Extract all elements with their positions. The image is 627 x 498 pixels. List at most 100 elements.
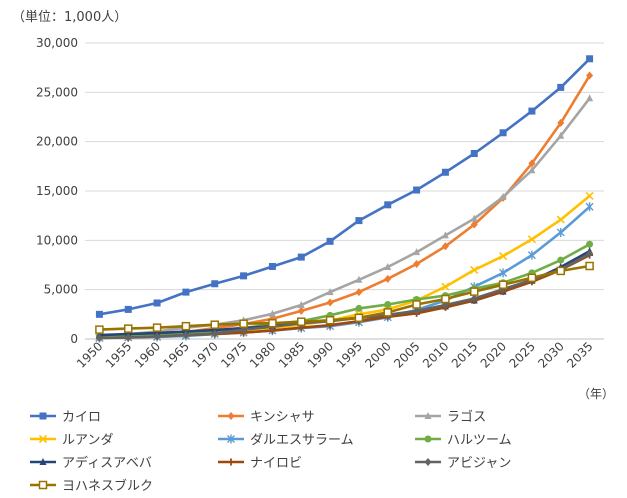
y-tick-label: 15,000 xyxy=(36,184,78,198)
x-tick-label: 1995 xyxy=(334,339,365,370)
data-point xyxy=(355,217,363,225)
series-line xyxy=(98,57,591,316)
data-point xyxy=(210,320,219,329)
series-2 xyxy=(95,71,594,342)
data-point xyxy=(297,253,305,261)
x-axis-label: （年） xyxy=(578,387,614,401)
data-point xyxy=(413,306,421,315)
data-point xyxy=(424,435,432,443)
data-point xyxy=(470,214,478,222)
series-line xyxy=(98,97,591,338)
data-point xyxy=(355,275,363,283)
data-point xyxy=(499,268,508,278)
data-point xyxy=(297,306,305,315)
data-point xyxy=(181,321,191,331)
data-point xyxy=(412,300,421,309)
legend-label: ラゴス xyxy=(447,409,486,425)
data-point xyxy=(498,280,508,289)
legend-item: カイロ xyxy=(30,410,101,425)
x-axis: 1950195519601965197019751980198519901995… xyxy=(74,339,596,370)
data-point xyxy=(325,316,335,325)
x-tick-label: 1990 xyxy=(305,339,336,370)
data-point xyxy=(227,458,235,466)
series-1 xyxy=(95,55,594,318)
data-point xyxy=(124,333,132,342)
data-point xyxy=(297,317,306,326)
data-point xyxy=(441,294,450,304)
data-point xyxy=(383,308,392,317)
legend-item: ナイロビ xyxy=(218,456,302,471)
data-point xyxy=(586,71,594,80)
data-point xyxy=(556,227,565,237)
series-5 xyxy=(95,202,594,343)
data-point xyxy=(556,266,565,276)
series-6 xyxy=(95,240,594,341)
data-point xyxy=(239,319,248,328)
data-point xyxy=(268,262,276,270)
data-point xyxy=(240,272,248,280)
x-tick-label: 1960 xyxy=(132,339,163,370)
data-point xyxy=(527,250,536,260)
data-point xyxy=(227,434,235,444)
legend-label: ヨハネスブルク xyxy=(62,478,153,494)
data-point xyxy=(326,298,334,307)
data-point xyxy=(153,332,161,341)
data-point xyxy=(528,159,536,168)
data-point xyxy=(297,300,305,308)
series-line xyxy=(98,194,591,339)
data-point xyxy=(268,309,276,317)
data-point xyxy=(528,107,536,115)
y-tick-label: 25,000 xyxy=(36,85,78,99)
data-point xyxy=(527,273,537,283)
data-point xyxy=(441,231,449,239)
legend-label: アビジャン xyxy=(447,456,511,471)
legend-item: アディスアベバ xyxy=(30,455,152,471)
x-tick-label: 2005 xyxy=(391,339,422,370)
y-tick-label: 30,000 xyxy=(36,36,78,50)
data-point xyxy=(38,480,48,490)
data-point xyxy=(470,265,479,274)
legend-label: キンシャサ xyxy=(250,410,315,425)
data-point xyxy=(182,331,190,340)
y-tick-label: 0 xyxy=(70,332,78,346)
data-point xyxy=(424,412,432,419)
data-point xyxy=(585,261,594,271)
x-tick-label: 2010 xyxy=(420,339,451,370)
y-tick-label: 5,000 xyxy=(44,283,78,297)
data-point xyxy=(268,318,277,328)
data-point xyxy=(153,299,161,307)
series-10 xyxy=(95,261,594,334)
data-point xyxy=(384,300,392,308)
data-point xyxy=(124,324,133,333)
x-tick-label: 2035 xyxy=(564,339,595,370)
data-point xyxy=(470,150,478,158)
data-point xyxy=(528,166,536,174)
data-point xyxy=(413,186,421,194)
data-point xyxy=(95,334,103,343)
y-tick-label: 10,000 xyxy=(36,233,78,247)
data-point xyxy=(557,118,565,127)
data-point xyxy=(557,83,565,91)
data-point xyxy=(527,235,536,244)
x-tick-label: 2020 xyxy=(478,339,509,370)
data-point xyxy=(384,274,392,283)
legend-label: アディスアベバ xyxy=(62,455,152,471)
legend-item: ハルツーム xyxy=(415,433,512,448)
data-point xyxy=(470,294,478,303)
data-point xyxy=(413,260,421,269)
legend-item: ヨハネスブルク xyxy=(30,478,153,494)
data-point xyxy=(586,240,594,248)
x-tick-label: 2015 xyxy=(449,339,480,370)
x-tick-label: 1985 xyxy=(276,339,307,370)
data-point xyxy=(182,288,190,296)
x-tick-label: 2025 xyxy=(507,339,538,370)
series-3 xyxy=(95,94,594,340)
data-point xyxy=(499,192,507,200)
x-tick-label: 1970 xyxy=(189,339,220,370)
x-tick-label: 1955 xyxy=(103,339,134,370)
series-line xyxy=(98,264,591,331)
legend-item: ルアンダ xyxy=(30,433,113,448)
data-point xyxy=(355,288,363,297)
